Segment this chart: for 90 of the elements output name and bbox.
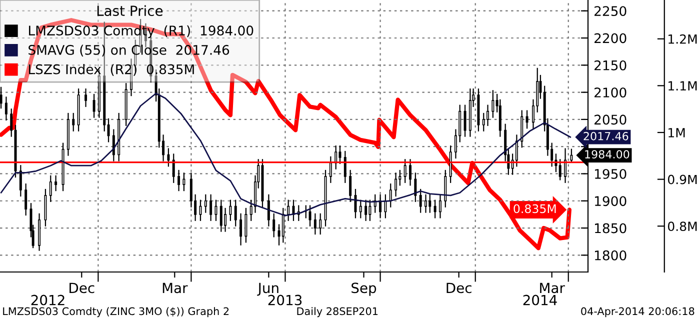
x-tick-label: Dec	[446, 282, 472, 294]
y-tick-label: 1800	[595, 250, 626, 260]
candlestick	[167, 148, 170, 168]
text: 04-Apr-2014 20:06:18	[581, 307, 694, 318]
data-label: 2017.46	[584, 132, 628, 140]
y2-tick-label: 1M	[668, 128, 685, 138]
candlestick	[10, 108, 13, 138]
candlestick	[570, 148, 573, 162]
candlestick	[267, 194, 270, 227]
candlestick	[24, 182, 28, 216]
candlestick	[229, 199, 232, 222]
candlestick	[84, 88, 88, 108]
candlestick	[398, 169, 402, 186]
candlestick	[172, 153, 175, 184]
candlestick	[338, 144, 342, 165]
candlestick	[72, 112, 75, 132]
y-tick-label: 1950	[595, 168, 626, 179]
x-tick-label: Sep	[352, 282, 376, 296]
candlestick	[282, 207, 284, 244]
candlestick	[49, 174, 52, 203]
data-label: 0.835M	[514, 204, 556, 214]
candlestick	[419, 188, 422, 214]
candlestick	[214, 199, 218, 222]
text: Daily 28SEP201	[297, 307, 378, 318]
candlestick	[329, 156, 332, 184]
candlestick	[434, 199, 436, 219]
y-tick-label: 1900	[595, 196, 626, 206]
candlestick	[404, 158, 406, 184]
text: LMZSDS03 Comdty (ZINC 3MO ($)) Graph 2	[3, 307, 229, 318]
candlestick	[389, 182, 392, 208]
x-tick-label: Mar	[540, 282, 565, 294]
candlestick	[368, 199, 372, 222]
x-tick-label: Dec	[70, 282, 94, 294]
candlestick	[409, 158, 412, 186]
y-tick-label: 2200	[594, 33, 626, 44]
y-tick-label: 1850	[595, 223, 626, 234]
y2-tick-label: 0.9M	[668, 174, 697, 184]
candlestick	[364, 199, 368, 222]
candlestick	[210, 194, 212, 222]
candlestick	[482, 112, 485, 132]
y-tick-label: 2250	[594, 6, 626, 16]
candlestick	[526, 110, 528, 130]
candlestick	[178, 169, 180, 192]
candlestick	[394, 172, 398, 198]
y2-tick-label: 1.2M	[668, 34, 697, 44]
candlestick	[558, 158, 562, 181]
candlestick	[4, 96, 8, 122]
candlestick	[464, 104, 466, 138]
candlestick	[19, 164, 22, 198]
candlestick	[492, 90, 494, 118]
candlestick	[204, 194, 207, 214]
text: 1984.00	[585, 150, 630, 158]
candlestick	[428, 194, 432, 214]
x-tick-label: Mar	[162, 282, 188, 294]
candlestick	[349, 169, 352, 203]
candlestick	[92, 93, 96, 118]
legend-title: Last Price	[97, 5, 163, 16]
candlestick	[54, 174, 58, 192]
text: 2014	[523, 294, 557, 306]
y-tick-label: 2100	[594, 88, 626, 98]
candlestick	[220, 199, 222, 232]
candlestick	[564, 148, 567, 184]
candlestick	[182, 172, 186, 192]
y2-tick-label: 1.1M	[668, 81, 697, 90]
candlestick	[234, 199, 237, 227]
y2-tick-label: 0.8M	[668, 222, 697, 232]
candlestick	[334, 144, 338, 170]
candlestick	[424, 194, 428, 214]
candlestick	[438, 194, 442, 219]
candlestick	[0, 86, 2, 110]
candlestick	[224, 207, 227, 232]
candlestick	[272, 212, 276, 238]
candlestick	[414, 172, 417, 203]
candlestick	[244, 207, 248, 244]
x-tick-label: Jun	[257, 282, 278, 296]
candlestick	[344, 150, 346, 184]
candlestick	[308, 204, 312, 227]
text: 2013	[268, 294, 302, 306]
candlestick	[359, 199, 362, 219]
candlestick	[515, 134, 518, 168]
candlestick	[486, 104, 490, 127]
candlestick	[354, 188, 357, 219]
candlestick	[319, 212, 322, 236]
text: 2012	[31, 294, 64, 306]
candlestick	[314, 212, 316, 236]
candlestick	[287, 199, 290, 222]
y-tick-label: 2150	[594, 60, 626, 70]
y-tick-label: 2050	[594, 114, 626, 125]
candlestick	[199, 199, 202, 222]
candlestick	[240, 212, 242, 246]
